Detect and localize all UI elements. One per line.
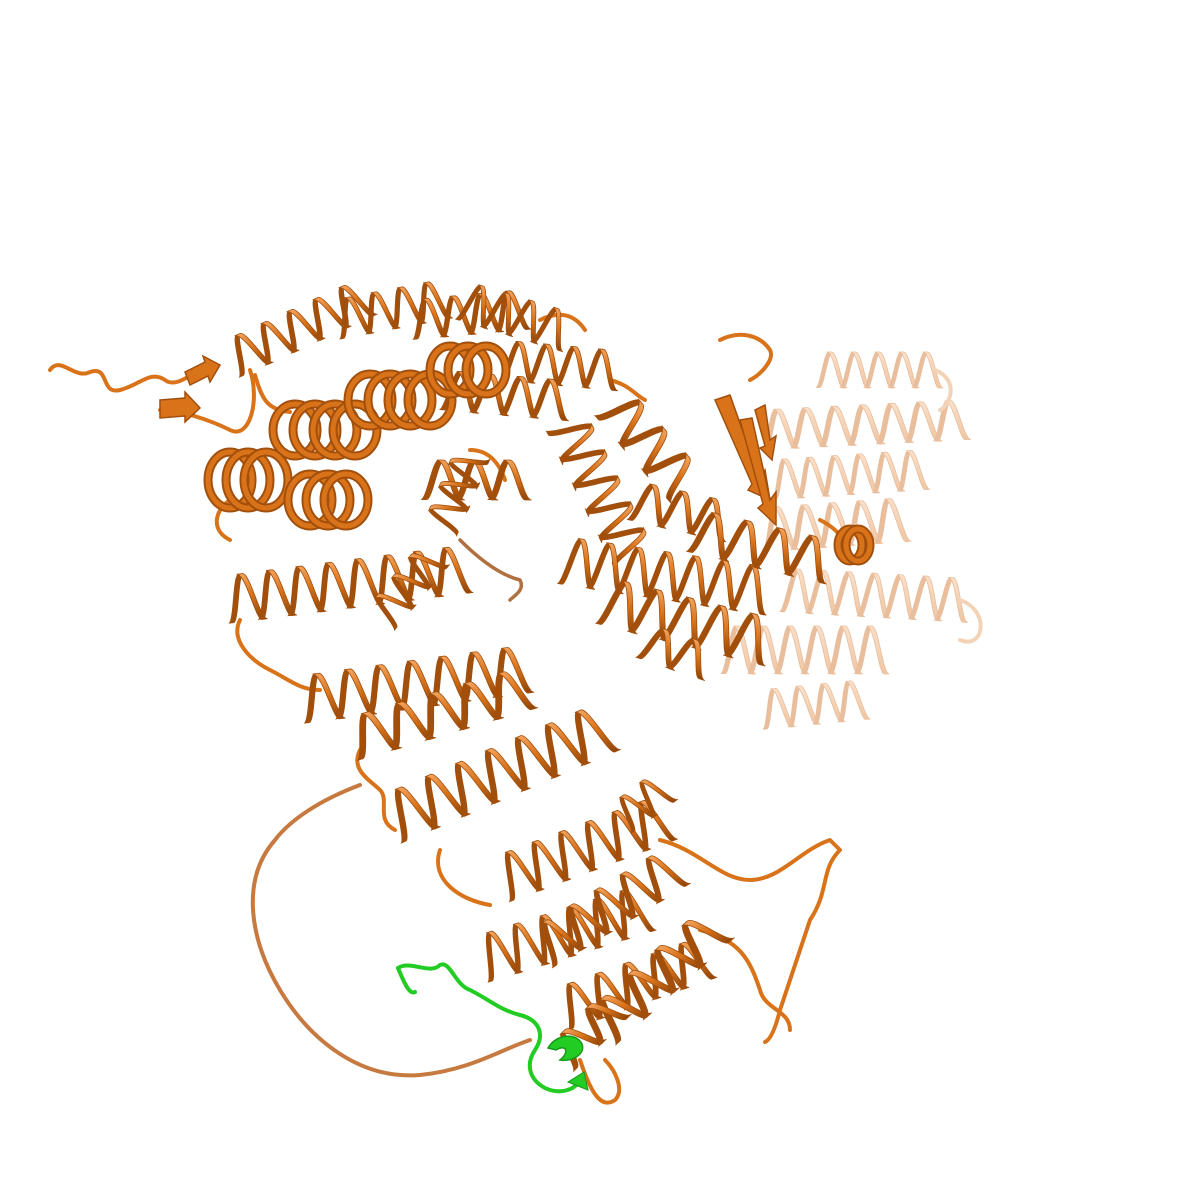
- helix-right-domain: [556, 538, 767, 616]
- helix-end-on: [268, 399, 382, 461]
- strand-arrow: [159, 390, 202, 424]
- helix-end-on: [425, 341, 511, 399]
- ghost-coil: [958, 598, 983, 644]
- helix-end-on: [203, 447, 293, 513]
- loop: [698, 928, 792, 1032]
- ghost-helix: [760, 400, 972, 450]
- loop: [436, 848, 492, 907]
- helix-bottom-bundle: [618, 779, 679, 835]
- helix-short: [428, 457, 491, 538]
- helix-arc: [498, 340, 619, 392]
- helix-right-domain: [593, 398, 691, 505]
- loop: [235, 618, 322, 692]
- helix-right-domain: [545, 422, 647, 570]
- beta-strands: [159, 354, 778, 527]
- loop: [538, 312, 587, 332]
- helix-bottom-bundle: [485, 889, 657, 983]
- loop: [355, 748, 397, 832]
- helix-right-domain: [634, 627, 706, 681]
- peptide-arrow: [566, 1071, 589, 1091]
- alpha-helices: [203, 281, 875, 1073]
- ghost-helix: [778, 568, 969, 623]
- ghost-helix: [815, 351, 944, 389]
- ghost-coil: [933, 368, 953, 412]
- loop: [578, 1058, 622, 1105]
- n-terminal-tail: [48, 363, 202, 393]
- strand-arrow: [754, 403, 778, 462]
- helix-bottom-bundle: [541, 855, 691, 969]
- helix-top: [454, 284, 564, 353]
- green-peptide-chain: [396, 962, 589, 1094]
- helix-left-stack: [394, 709, 621, 844]
- helix-left-stack: [228, 546, 474, 624]
- loop: [458, 538, 523, 602]
- loop: [608, 378, 647, 402]
- peptide-coil: [396, 966, 417, 995]
- strand-arrow: [739, 417, 777, 527]
- ghost-helix: [720, 625, 890, 675]
- helix-left-stack: [356, 671, 539, 762]
- strand-arrow: [184, 354, 222, 387]
- long-loop: [250, 783, 532, 1078]
- helix-vertical: [420, 459, 532, 501]
- helix-end-on: [343, 369, 457, 431]
- helix-bottom-bundle: [598, 919, 735, 1047]
- ghost-helix: [761, 680, 872, 730]
- helix-bottom-bundle: [504, 800, 679, 903]
- loop: [214, 498, 232, 542]
- loop: [718, 332, 773, 382]
- peptide-helix-turn: [546, 1035, 584, 1062]
- helix-right-domain: [685, 511, 827, 585]
- helix-top-left: [234, 284, 378, 379]
- peptide-coil: [396, 962, 582, 1094]
- helix-end-on: [283, 469, 373, 531]
- helix-short: [374, 553, 450, 632]
- ghost-helix: [771, 450, 931, 500]
- helix-end-on: [833, 524, 875, 566]
